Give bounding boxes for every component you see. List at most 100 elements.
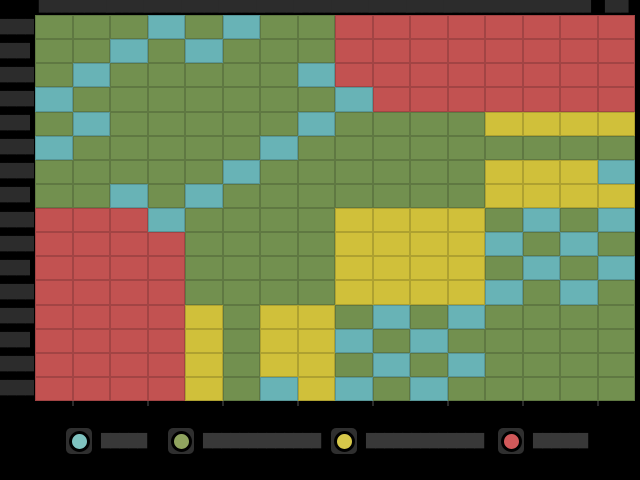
x-axis-label: ██████ (68, 0, 115, 13)
legend: █████ █████████████ █████████████ ██████ (0, 427, 640, 457)
heatmap-cell (185, 183, 223, 208)
y-axis-label: ████ (0, 67, 34, 83)
heatmap-cell (597, 304, 635, 329)
x-axis-label: ███████ (515, 0, 568, 13)
teal-circle-icon (68, 430, 90, 452)
heatmap-cell (297, 183, 335, 208)
heatmap-cell (485, 63, 523, 88)
legend-label: ██████ (533, 433, 588, 449)
heatmap-cell (372, 39, 410, 64)
heatmap-cell (147, 39, 185, 64)
x-axis-ticks (35, 401, 635, 409)
heatmap-cell (147, 352, 185, 377)
heatmap-cell (522, 87, 560, 112)
legend-marker-chip (331, 428, 357, 454)
heatmap-cell (147, 376, 185, 401)
heatmap-cell (522, 256, 560, 281)
heatmap-cell (597, 352, 635, 377)
heatmap-cell (72, 208, 110, 233)
heatmap-cell (72, 183, 110, 208)
heatmap-cell (335, 183, 373, 208)
heatmap-cell (297, 328, 335, 353)
heatmap-cell (485, 87, 523, 112)
heatmap-cell (522, 232, 560, 257)
x-axis-tick (221, 401, 224, 406)
heatmap-cell (560, 280, 598, 305)
heatmap-cell (447, 87, 485, 112)
heatmap-cell (522, 208, 560, 233)
heatmap-cell (110, 352, 148, 377)
heatmap-cell (297, 159, 335, 184)
heatmap-cell (35, 304, 73, 329)
heatmap-cell (72, 256, 110, 281)
heatmap-cell (260, 135, 298, 160)
heatmap-cell (297, 111, 335, 136)
heatmap-cell (410, 87, 448, 112)
heatmap-cell (185, 159, 223, 184)
heatmap-cell (222, 135, 260, 160)
heatmap-cell (372, 232, 410, 257)
heatmap-cell (447, 159, 485, 184)
heatmap-cell (147, 159, 185, 184)
heatmap-cell (410, 183, 448, 208)
heatmap-cell (147, 183, 185, 208)
heatmap-cell (222, 352, 260, 377)
heatmap-cell (72, 15, 110, 40)
heatmap-cell (185, 256, 223, 281)
heatmap-cell (485, 159, 523, 184)
heatmap-cell (110, 63, 148, 88)
legend-item-teal: █████ (66, 427, 147, 455)
heatmap-cell (260, 15, 298, 40)
heatmap-cell (72, 135, 110, 160)
heatmap-cell (522, 63, 560, 88)
heatmap-cell (260, 232, 298, 257)
heatmap-cell (597, 280, 635, 305)
heatmap-cell (522, 304, 560, 329)
heatmap-cell (372, 304, 410, 329)
heatmap-cell (185, 135, 223, 160)
heatmap-cell (185, 63, 223, 88)
heatmap-cell (72, 232, 110, 257)
heatmap-cell (485, 328, 523, 353)
heatmap-cell (522, 183, 560, 208)
x-axis-label: ██████ (143, 0, 190, 13)
heatmap-cell (222, 111, 260, 136)
heatmap-cell (560, 352, 598, 377)
heatmap-cell (372, 328, 410, 353)
legend-item-green: █████████████ (168, 427, 321, 455)
heatmap-cell (185, 232, 223, 257)
heatmap-cell (110, 232, 148, 257)
heatmap-cell (72, 111, 110, 136)
heatmap-cell (110, 376, 148, 401)
y-axis-label: ████ (0, 164, 34, 180)
x-axis-label: ███ (567, 0, 591, 13)
heatmap-cell (260, 63, 298, 88)
heatmap-cell (185, 280, 223, 305)
heatmap-cell (597, 376, 635, 401)
heatmap-cell (147, 15, 185, 40)
heatmap-cell (372, 183, 410, 208)
heatmap-cell (597, 183, 635, 208)
heatmap-cell (335, 352, 373, 377)
heatmap-cell (110, 208, 148, 233)
heatmap-cell (72, 39, 110, 64)
x-axis-tick (521, 401, 524, 406)
x-axis-label: ██████ (106, 0, 152, 13)
heatmap-cell (335, 256, 373, 281)
heatmap-cell (560, 256, 598, 281)
heatmap-cell (447, 352, 485, 377)
heatmap-cell (260, 352, 298, 377)
red-circle-icon (500, 430, 522, 452)
heatmap-cell (147, 256, 185, 281)
heatmap-cell (335, 232, 373, 257)
heatmap-cell (147, 135, 185, 160)
y-axis-label: ████ (0, 140, 34, 156)
heatmap-cell (447, 183, 485, 208)
heatmap-cell (72, 63, 110, 88)
legend-marker-chip (66, 428, 92, 454)
heatmap-cell (447, 135, 485, 160)
heatmap-cell (410, 352, 448, 377)
heatmap-cell (597, 328, 635, 353)
heatmap-cell (72, 376, 110, 401)
heatmap-cell (110, 256, 148, 281)
